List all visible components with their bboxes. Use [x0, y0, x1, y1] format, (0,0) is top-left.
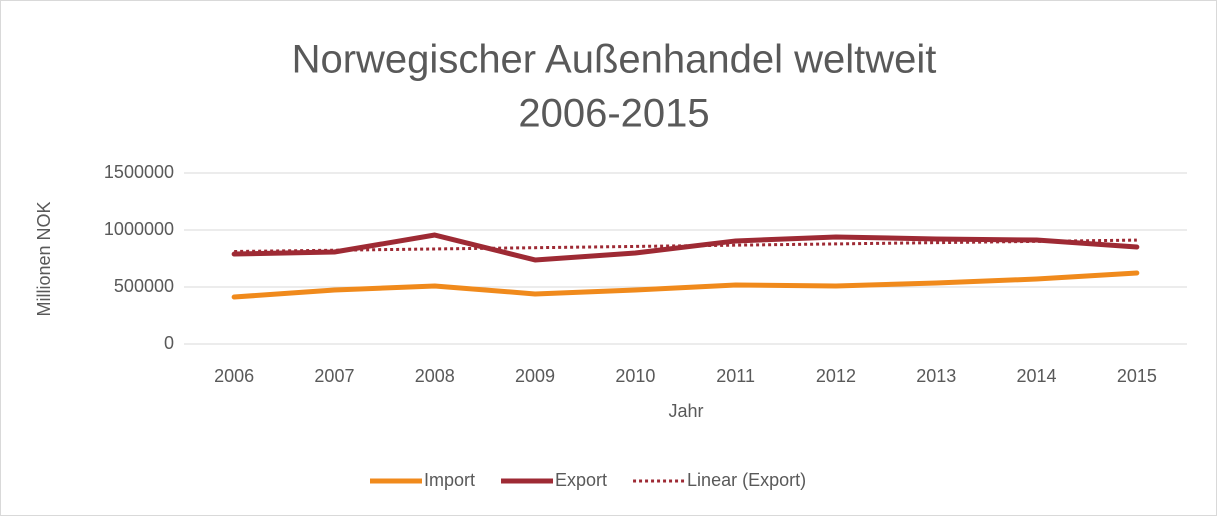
y-tick-label: 0: [164, 333, 174, 353]
x-tick-label: 2008: [415, 366, 455, 386]
x-tick-label: 2010: [615, 366, 655, 386]
y-tick-label: 1000000: [104, 219, 174, 239]
x-tick-label: 2013: [916, 366, 956, 386]
x-axis-label: Jahr: [668, 401, 703, 421]
chart-title: 2006-2015: [518, 92, 709, 136]
chart-title: Norwegischer Außenhandel weltweit: [292, 38, 937, 82]
trend-line: [234, 238, 1137, 253]
legend-label: Export: [555, 470, 607, 490]
x-tick-label: 2006: [214, 366, 254, 386]
line-series: [231, 270, 1140, 300]
x-tick-label: 2011: [716, 366, 755, 386]
legend-label: Linear (Export): [687, 470, 806, 490]
x-tick-label: 2014: [1017, 366, 1057, 386]
x-tick-label: 2015: [1117, 366, 1157, 386]
x-tick-label: 2009: [515, 366, 555, 386]
y-axis-label: Millionen NOK: [34, 201, 54, 316]
x-tick-label: 2007: [314, 366, 354, 386]
x-tick-label: 2012: [816, 366, 856, 386]
legend-label: Import: [424, 470, 475, 490]
y-tick-label: 500000: [114, 276, 174, 296]
y-tick-label: 1500000: [104, 162, 174, 182]
